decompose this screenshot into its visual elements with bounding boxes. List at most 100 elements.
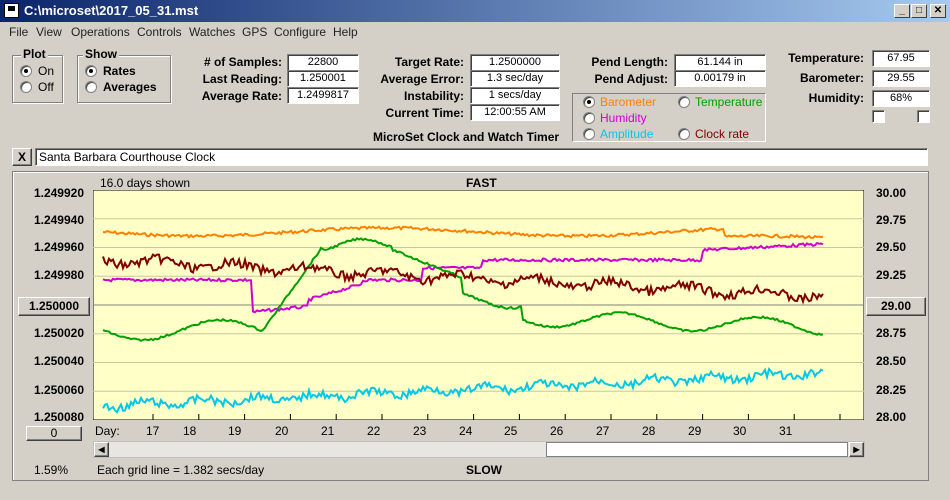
plot-off-radio[interactable]: [20, 81, 32, 93]
right-axis-label: 29.25: [876, 268, 907, 282]
clock-rate-trace: [102, 253, 824, 305]
show-rates-radio[interactable]: [85, 65, 97, 77]
fast-label: FAST: [466, 176, 497, 190]
plot-frame: [12, 171, 929, 481]
scroll-thumb[interactable]: [546, 442, 848, 457]
menu-bar: File View Operations Controls Watches GP…: [0, 22, 950, 41]
show-averages-label: Averages: [103, 80, 157, 94]
minimize-button[interactable]: _: [894, 4, 910, 18]
sensor-options-box: [572, 93, 766, 142]
menu-configure[interactable]: Configure: [274, 25, 327, 39]
target-rate-field: 1.2500000: [470, 54, 560, 71]
samples-field: 22800: [287, 54, 359, 71]
app-heading: MicroSet Clock and Watch Timer: [373, 130, 560, 144]
barometer-option-label: Barometer: [600, 95, 657, 109]
grid-note: Each grid line = 1.382 secs/day: [97, 463, 265, 477]
humidity-option-label: Humidity: [600, 111, 647, 125]
left-axis-label: 1.249920: [33, 186, 84, 200]
menu-view[interactable]: View: [36, 25, 62, 39]
temperature-label: Temperature:: [788, 51, 864, 65]
amplitude-option-radio[interactable]: [583, 128, 595, 140]
amplitude-option-label: Amplitude: [600, 127, 654, 141]
barometer-option-radio[interactable]: [583, 96, 595, 108]
left-axis-label: 1.250060: [33, 383, 84, 397]
pend-length-label: Pend Length:: [591, 55, 668, 69]
average-error-field: 1.3 sec/day: [470, 70, 560, 87]
menu-help[interactable]: Help: [333, 25, 358, 39]
day-tick: 24: [459, 424, 473, 438]
temperature-trace: [102, 237, 824, 343]
close-button[interactable]: ✕: [930, 4, 946, 18]
plot-scrollbar[interactable]: ◀ ▶: [93, 441, 865, 458]
temperature-field: 67.95: [872, 50, 930, 67]
average-error-label: Average Error:: [380, 72, 464, 86]
right-axis-label: 30.00: [876, 186, 907, 200]
target-rate-label: Target Rate:: [394, 55, 464, 69]
day-tick: 17: [146, 424, 160, 438]
barometer-trace: [102, 225, 824, 240]
last-reading-label: Last Reading:: [202, 72, 282, 86]
right-axis-label: 29.50: [876, 240, 907, 254]
show-rates-label: Rates: [103, 64, 136, 78]
current-time-label: Current Time:: [385, 106, 464, 120]
day-tick: 20: [275, 424, 289, 438]
maximize-button[interactable]: □: [911, 4, 927, 18]
plot-on-label: On: [38, 64, 55, 78]
right-axis-label: 28.25: [876, 383, 907, 397]
left-axis-label: 1.249940: [33, 213, 84, 227]
scroll-left-button[interactable]: ◀: [94, 442, 109, 457]
slow-label: SLOW: [466, 463, 502, 477]
pend-adjust-field: 0.00179 in: [674, 70, 766, 87]
day-tick: 21: [321, 424, 335, 438]
day-tick: 29: [688, 424, 702, 438]
humidity-label: Humidity:: [808, 91, 864, 105]
clock-name-input[interactable]: Santa Barbara Courthouse Clock: [35, 148, 928, 166]
last-reading-field: 1.250001: [287, 70, 359, 87]
menu-operations[interactable]: Operations: [71, 25, 130, 39]
clear-button[interactable]: X: [12, 148, 32, 166]
show-group-title: Show: [83, 47, 119, 61]
humidity-option-radio[interactable]: [583, 112, 595, 124]
day-tick: 22: [367, 424, 381, 438]
plot-group-title: Plot: [21, 47, 48, 61]
menu-gps[interactable]: GPS: [242, 25, 268, 39]
current-time-field: 12:00:55 AM: [470, 104, 560, 121]
center-rate-button[interactable]: 1.250000: [18, 297, 90, 316]
humidity-field: 68%: [872, 90, 930, 107]
percent-label: 1.59%: [34, 463, 69, 477]
scroll-right-button[interactable]: ▶: [849, 442, 864, 457]
temperature-option-radio[interactable]: [678, 96, 690, 108]
left-axis-label: 1.249960: [33, 240, 84, 254]
right-axis-label: 29.75: [876, 213, 907, 227]
day-tick: 23: [413, 424, 427, 438]
day-tick: 30: [733, 424, 747, 438]
zero-button[interactable]: 0: [26, 426, 82, 441]
amplitude-trace: [102, 367, 824, 414]
show-averages-radio[interactable]: [85, 81, 97, 93]
barometer-label: Barometer:: [799, 71, 864, 85]
app-icon: [4, 3, 19, 18]
checkbox-right[interactable]: [917, 110, 930, 123]
day-tick: 28: [642, 424, 656, 438]
show-group: [77, 55, 171, 103]
left-axis-label: 1.250080: [33, 410, 84, 424]
day-tick: 31: [779, 424, 793, 438]
day-tick: 26: [550, 424, 564, 438]
clock-rate-option-radio[interactable]: [678, 128, 690, 140]
instability-label: Instability:: [403, 89, 464, 103]
menu-file[interactable]: File: [9, 25, 29, 39]
day-tick: 27: [596, 424, 610, 438]
checkbox-left[interactable]: [872, 110, 885, 123]
left-axis-label: 1.250040: [33, 354, 84, 368]
plot-canvas: [93, 190, 864, 420]
grid-lines: [93, 218, 864, 420]
center-baro-button[interactable]: 29.00: [866, 297, 926, 316]
left-axis-label: 1.250020: [33, 326, 84, 340]
menu-watches[interactable]: Watches: [189, 25, 236, 39]
right-axis-label: 28.75: [876, 326, 907, 340]
plot-on-radio[interactable]: [20, 65, 32, 77]
temperature-option-label: Temperature: [695, 95, 763, 109]
days-shown-label: 16.0 days shown: [100, 176, 191, 190]
series-layer: [102, 225, 824, 414]
menu-controls[interactable]: Controls: [137, 25, 182, 39]
